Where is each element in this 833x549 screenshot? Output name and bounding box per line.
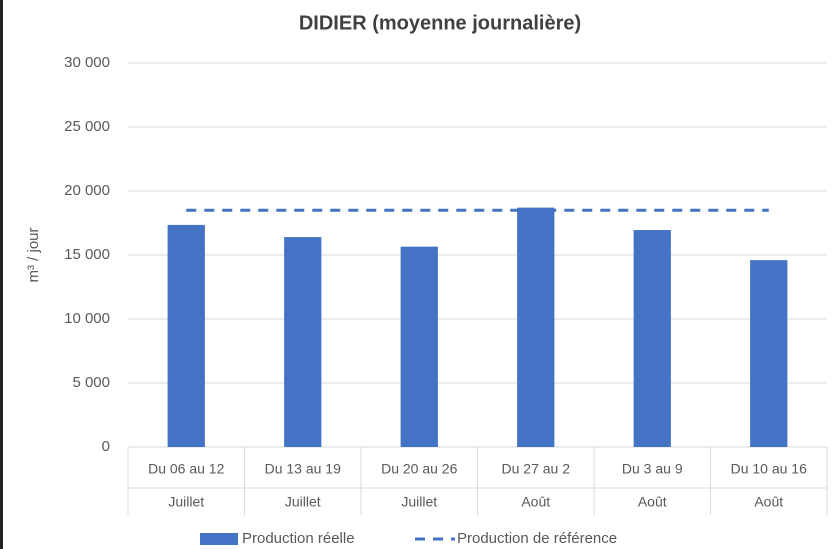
legend-label: Production de référence: [457, 530, 617, 547]
chart-title: DIDIER (moyenne journalière): [299, 12, 581, 34]
x-tick-label: Du 27 au 2: [502, 461, 571, 477]
y-tick-label: 15 000: [64, 246, 110, 263]
x-tick-label: Du 13 au 19: [265, 461, 341, 477]
month-label: Juillet: [401, 494, 437, 510]
y-tick-label: 30 000: [64, 54, 110, 71]
bar: [284, 237, 322, 447]
y-tick-label: 20 000: [64, 182, 110, 199]
bar: [167, 224, 205, 447]
month-label: Juillet: [285, 494, 321, 510]
x-tick-label: Du 3 au 9: [622, 461, 683, 477]
y-tick-label: 25 000: [64, 118, 110, 135]
month-label: Août: [754, 494, 783, 510]
legend-swatch: [200, 533, 238, 545]
bar: [517, 207, 555, 447]
x-tick-label: Du 10 au 16: [731, 461, 807, 477]
x-tick-label: Du 06 au 12: [148, 461, 224, 477]
y-tick-label: 5 000: [72, 374, 110, 391]
month-label: Juillet: [168, 494, 204, 510]
y-tick-label: 10 000: [64, 310, 110, 327]
bar: [400, 246, 438, 447]
month-label: Août: [521, 494, 550, 510]
bar: [750, 260, 788, 447]
frame-edge: [0, 0, 3, 549]
month-label: Août: [638, 494, 667, 510]
y-tick-label: 0: [102, 438, 110, 455]
x-tick-label: Du 20 au 26: [381, 461, 457, 477]
y-axis-label: m³ / jour: [25, 227, 42, 282]
legend-label: Production réelle: [242, 530, 355, 547]
bar: [633, 230, 671, 447]
